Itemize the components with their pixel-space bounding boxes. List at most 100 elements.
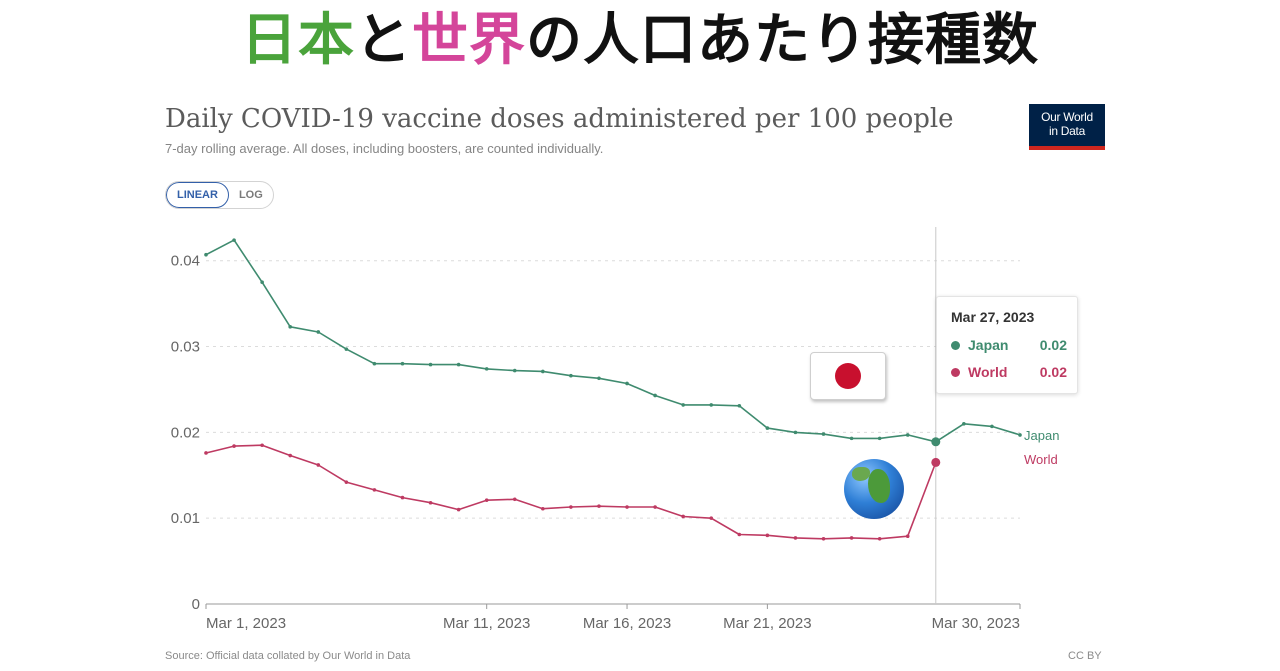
tooltip-world-label: World [968, 364, 1008, 380]
series-line-japan [205, 239, 1021, 443]
owid-logo[interactable]: Our World in Data [1029, 104, 1105, 150]
data-point-japan [821, 432, 826, 436]
globe-icon [844, 459, 904, 519]
data-point-japan [428, 362, 433, 367]
data-point-japan [653, 393, 657, 398]
x-tick-label: Mar 30, 2023 [932, 615, 1020, 632]
tooltip-world-dot [951, 368, 960, 377]
data-point-japan [260, 280, 264, 284]
data-point-japan [512, 368, 517, 373]
data-point-world [400, 495, 405, 500]
x-tick-label: Mar 16, 2023 [583, 615, 671, 632]
data-point-world [232, 444, 236, 448]
data-point-world [372, 488, 377, 492]
data-point-world [597, 504, 601, 508]
data-point-world [625, 505, 629, 509]
tooltip-world-value: 0.02 [1039, 364, 1067, 380]
series-label-world: World [1024, 452, 1058, 467]
series-label-japan: Japan [1024, 428, 1059, 443]
data-point-japan [877, 436, 882, 441]
data-point-japan [569, 373, 573, 378]
chart-title: Daily COVID-19 vaccine doses administere… [165, 104, 954, 134]
banner-and-text: と [355, 8, 412, 73]
data-point-japan [625, 381, 629, 386]
banner-rest-text: の人口あたり接種数 [526, 8, 1039, 73]
data-point-japan [1018, 433, 1022, 437]
y-tick-label: 0.04 [171, 253, 200, 270]
data-point-world [316, 463, 321, 467]
data-point-world [204, 451, 208, 455]
tooltip-row-japan: Japan 0.02 [951, 337, 1067, 353]
data-point-japan [344, 347, 349, 351]
data-point-world [709, 516, 714, 520]
data-point-japan [931, 437, 941, 447]
data-point-world [765, 533, 770, 538]
log-scale-button[interactable]: LOG [238, 189, 263, 201]
data-point-world [260, 443, 264, 448]
data-point-world [512, 497, 517, 502]
data-point-japan [765, 426, 770, 430]
data-point-world [428, 500, 433, 505]
data-point-world [681, 514, 685, 519]
data-point-japan [737, 403, 742, 408]
tooltip-japan-dot [951, 341, 960, 350]
data-point-japan [400, 361, 405, 366]
data-point-japan [709, 403, 714, 407]
data-point-japan [204, 252, 208, 257]
data-point-world [653, 505, 657, 509]
data-point-japan [905, 433, 910, 437]
data-point-world [344, 480, 349, 484]
y-tick-label: 0 [192, 596, 200, 613]
y-tick-label: 0.02 [171, 424, 200, 441]
tooltip-date: Mar 27, 2023 [951, 309, 1035, 325]
data-point-japan [681, 403, 685, 407]
data-point-world [877, 536, 882, 541]
tooltip-japan-label: Japan [968, 337, 1009, 353]
hover-tooltip: Mar 27, 2023 Japan 0.02 World 0.02 [936, 296, 1078, 394]
banner-title: 日本と世界の人口あたり接種数 [0, 0, 1280, 82]
data-point-japan [541, 369, 545, 374]
x-tick-label: Mar 1, 2023 [206, 615, 286, 632]
data-point-japan [990, 424, 994, 429]
data-point-japan [372, 361, 377, 366]
data-point-world [456, 507, 461, 512]
x-tick-label: Mar 21, 2023 [723, 615, 811, 632]
linear-scale-button[interactable]: LINEAR [166, 182, 229, 208]
license-note[interactable]: CC BY [1068, 650, 1102, 662]
data-point-japan [597, 376, 601, 381]
tooltip-row-world: World 0.02 [951, 364, 1067, 380]
data-point-japan [849, 436, 854, 441]
data-point-japan [288, 325, 293, 329]
japan-flag-icon [810, 352, 886, 400]
source-note[interactable]: Source: Official data collated by Our Wo… [165, 650, 411, 662]
data-point-japan [232, 238, 236, 242]
data-point-japan [456, 362, 461, 367]
banner-japan-text: 日本 [241, 8, 355, 73]
series-line-world [205, 444, 937, 540]
data-point-world [849, 536, 854, 540]
data-point-world [793, 536, 798, 540]
data-point-world [821, 536, 826, 541]
owid-logo-bar [1029, 146, 1105, 150]
y-tick-label: 0.01 [171, 510, 200, 527]
data-point-world [737, 532, 742, 537]
chart-subtitle: 7-day rolling average. All doses, includ… [165, 141, 604, 156]
tooltip-japan-value: 0.02 [1039, 337, 1067, 353]
x-tick-label: Mar 11, 2023 [443, 615, 530, 632]
data-point-japan [793, 430, 798, 435]
owid-logo-line2: in Data [1049, 124, 1085, 138]
data-point-world [931, 457, 941, 467]
data-point-japan [962, 421, 966, 426]
data-point-japan [316, 330, 321, 334]
scale-toggle[interactable]: LINEAR LOG [165, 181, 274, 209]
banner-world-text: 世界 [412, 8, 526, 73]
flag-sun [835, 363, 861, 389]
data-point-world [541, 506, 545, 511]
data-point-world [569, 505, 573, 509]
data-point-world [905, 534, 910, 539]
y-tick-label: 0.03 [171, 339, 200, 356]
data-point-world [288, 453, 293, 458]
owid-logo-line1: Our World [1041, 110, 1093, 124]
data-point-world [484, 498, 489, 502]
